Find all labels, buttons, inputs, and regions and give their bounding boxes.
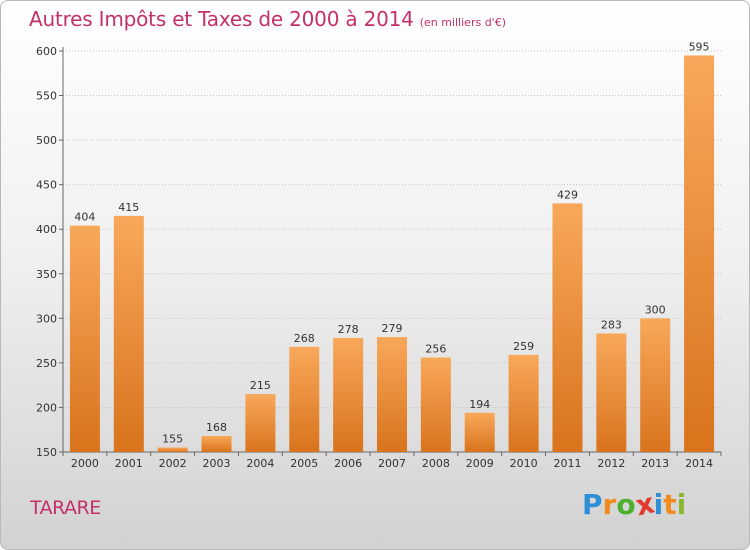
data-label-2000: 404 [74,211,95,224]
bar-2013 [640,318,671,452]
y-tick-label: 550 [36,90,57,103]
data-label-2012: 283 [601,318,622,331]
bar-2002 [157,447,188,452]
x-tick-label-2004: 2004 [246,457,274,470]
x-tick-label-2010: 2010 [510,457,538,470]
bar-2007 [377,337,407,452]
x-tick-label-2011: 2011 [553,457,581,470]
x-tick-label-2007: 2007 [378,457,406,470]
y-tick-label: 200 [36,401,57,414]
data-label-2008: 256 [425,343,446,356]
bar-2010 [508,354,539,452]
x-tick-label-2005: 2005 [290,457,318,470]
data-label-2003: 168 [206,421,227,434]
x-tick-label-2001: 2001 [115,457,143,470]
x-tick-label-2006: 2006 [334,457,362,470]
x-tick-label-2000: 2000 [71,457,99,470]
bar-2012 [596,333,627,452]
logo-letter: i [676,488,687,521]
x-tick-label-2002: 2002 [159,457,187,470]
bar-2000 [69,225,100,452]
logo-letter: t [663,488,677,521]
chart-title: Autres Impôts et Taxes de 2000 à 2014 (en… [29,7,506,31]
data-label-2011: 429 [557,188,578,201]
x-tick-label-2013: 2013 [641,457,669,470]
bar-2011 [552,203,583,452]
bar-2014 [684,55,715,452]
bar-2009 [464,412,495,452]
y-tick-label: 300 [36,312,57,325]
bar-2005 [289,346,320,452]
y-tick-label: 500 [36,134,57,147]
x-tick-label-2008: 2008 [422,457,450,470]
y-tick-label: 450 [36,179,57,192]
data-label-2004: 215 [250,379,271,392]
logo-letter: i [653,488,664,521]
bar-2003 [201,435,232,452]
y-tick-label: 250 [36,357,57,370]
data-label-2005: 268 [294,332,315,345]
data-label-2009: 194 [469,398,490,411]
x-tick-label-2012: 2012 [597,457,625,470]
x-tick-label-2009: 2009 [466,457,494,470]
x-tick-label-2014: 2014 [685,457,713,470]
y-tick-label: 350 [36,268,57,281]
data-label-2010: 259 [513,340,534,353]
data-label-2006: 278 [338,323,359,336]
data-label-2001: 415 [118,201,139,214]
data-label-2007: 279 [382,322,403,335]
logo-letter: o [616,488,636,521]
location-label: TARARE [30,497,101,519]
logo-letter: r [602,488,617,521]
title-main: Autres Impôts et Taxes de 2000 à 2014 [29,7,414,31]
bar-2004 [245,394,276,452]
bar-2001 [113,215,144,452]
logo-letter: P [582,488,603,521]
data-label-2002: 155 [162,433,183,446]
x-tick-label-2003: 2003 [203,457,231,470]
y-tick-label: 400 [36,223,57,236]
y-tick-label: 150 [36,446,57,459]
bar-2008 [420,357,451,452]
title-unit: (en milliers d'€) [419,16,506,29]
y-tick-label: 600 [36,45,57,58]
data-label-2013: 300 [645,303,666,316]
proxiti-logo: Proxiti [582,486,687,522]
bar-2006 [333,337,364,452]
data-label-2014: 595 [689,40,710,53]
